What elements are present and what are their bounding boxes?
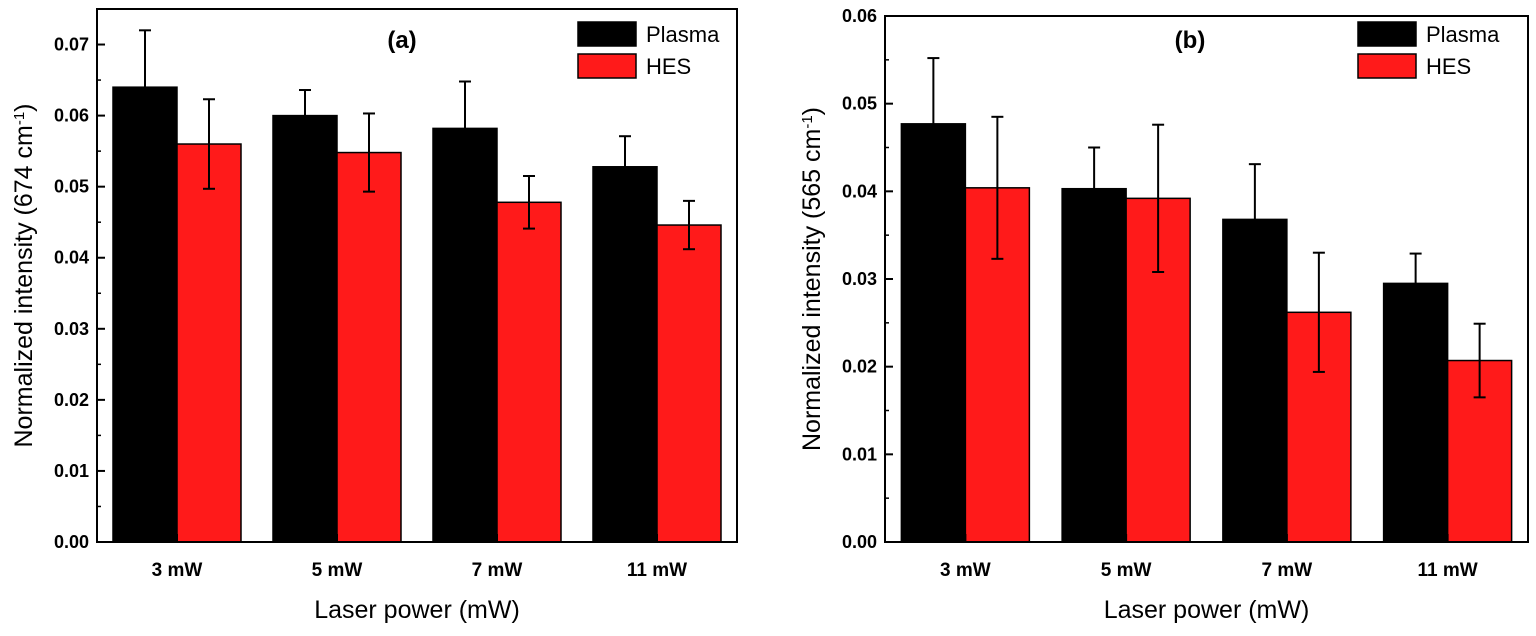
error-bar-plasma-1 (927, 57, 940, 191)
y-tick-label: 0.05 (54, 177, 89, 197)
panel-title: (a) (387, 27, 416, 54)
y-tick-label: 0.04 (842, 181, 877, 201)
x-axis-title: Laser power (mW) (314, 596, 520, 624)
legend-item-hes: HES (1357, 53, 1471, 79)
chart-panel-b: 0.00 0.01 0.02 0.03 0.04 0.05 0.06 3 mW 5 mW 7 mW… (798, 6, 1529, 624)
y-tick-label: 0.04 (54, 248, 89, 268)
y-axis-title-tail: ) (798, 107, 826, 115)
error-bar-plasma-2 (299, 89, 311, 143)
y-tick-label: 0.00 (842, 532, 877, 552)
x-category-label: 11 mW (627, 560, 687, 581)
x-category-label: 7 mW (472, 560, 523, 581)
bar-hes-1 (176, 143, 242, 543)
legend-swatch (1357, 53, 1417, 79)
y-axis-title-sup: -1 (11, 112, 28, 125)
y-tick-label: 0.03 (54, 319, 89, 339)
bar-plasma-4 (592, 166, 658, 543)
error-bar-plasma-3 (459, 80, 471, 177)
error-bar-hes-2 (1152, 123, 1165, 273)
legend-label: Plasma (1426, 22, 1500, 47)
legend-swatch (1357, 21, 1417, 47)
bar-plasma-1 (112, 86, 178, 543)
legend-item-plasma: Plasma (1357, 21, 1500, 47)
y-tick-label: 0.03 (842, 269, 877, 289)
error-bar-hes-2 (363, 112, 375, 193)
legend-item-plasma: Plasma (577, 21, 720, 47)
x-category-label: 3 mW (152, 560, 203, 581)
error-bar-hes-4 (683, 199, 695, 251)
y-tick-label: 0.00 (54, 532, 89, 552)
bar-hes-3 (496, 201, 562, 543)
y-axis-title-sup: -1 (799, 115, 816, 128)
legend-swatch (577, 21, 637, 47)
y-tick-label: 0.01 (54, 461, 89, 481)
error-bar-plasma-3 (1248, 163, 1261, 276)
error-bar-hes-4 (1473, 322, 1486, 399)
y-axis-title-tail: ) (10, 103, 38, 111)
error-bar-plasma-4 (1409, 252, 1422, 315)
error-bar-hes-3 (1312, 251, 1325, 373)
legend-label: HES (1426, 54, 1471, 79)
error-bar-hes-1 (203, 98, 215, 190)
bar-hes-4 (656, 224, 722, 543)
error-bar-plasma-1 (139, 29, 151, 146)
x-category-label: 3 mW (940, 560, 991, 581)
x-category-label: 5 mW (1101, 560, 1152, 581)
legend-item-hes: HES (577, 53, 691, 79)
bar-plasma-2 (272, 114, 338, 543)
y-tick-label: 0.02 (842, 357, 877, 377)
x-category-label: 5 mW (312, 560, 363, 581)
y-tick-label: 0.06 (842, 6, 877, 26)
y-tick-label: 0.01 (842, 444, 877, 464)
plot-frame (96, 8, 738, 543)
y-axis-title: Normalized intensity (565 cm-1) (798, 107, 826, 451)
bar-plasma-1 (900, 123, 967, 543)
y-tick-label: 0.02 (54, 390, 89, 410)
bar-plasma-3 (432, 127, 498, 543)
error-bar-hes-1 (991, 115, 1004, 260)
error-bar-plasma-4 (619, 135, 631, 199)
y-axis-title-main: Normalized intensity (674 cm (10, 125, 38, 447)
x-axis-title: Laser power (mW) (1104, 596, 1310, 624)
legend-swatch (577, 53, 637, 79)
y-axis-title-main: Normalized intensity (565 cm (798, 129, 826, 451)
legend-label: HES (646, 54, 691, 79)
y-tick-label: 0.07 (54, 35, 89, 55)
y-tick-label: 0.05 (842, 94, 877, 114)
legend-label: Plasma (646, 22, 720, 47)
chart-panel-a: 0.00 0.01 0.02 0.03 0.04 0.05 0.06 0.07 3 mW 5 mW… (10, 8, 738, 624)
panel-title: (b) (1175, 27, 1206, 54)
bar-hes-2 (336, 151, 402, 543)
x-category-label: 11 mW (1418, 560, 1478, 581)
y-axis-title: Normalized intensity (674 cm-1) (10, 103, 38, 447)
error-bar-hes-3 (523, 175, 535, 230)
bar-plasma-2 (1061, 187, 1127, 543)
y-tick-label: 0.06 (54, 106, 89, 126)
x-category-label: 7 mW (1262, 560, 1313, 581)
error-bar-plasma-2 (1088, 146, 1101, 231)
bar-plasma-4 (1382, 282, 1449, 543)
